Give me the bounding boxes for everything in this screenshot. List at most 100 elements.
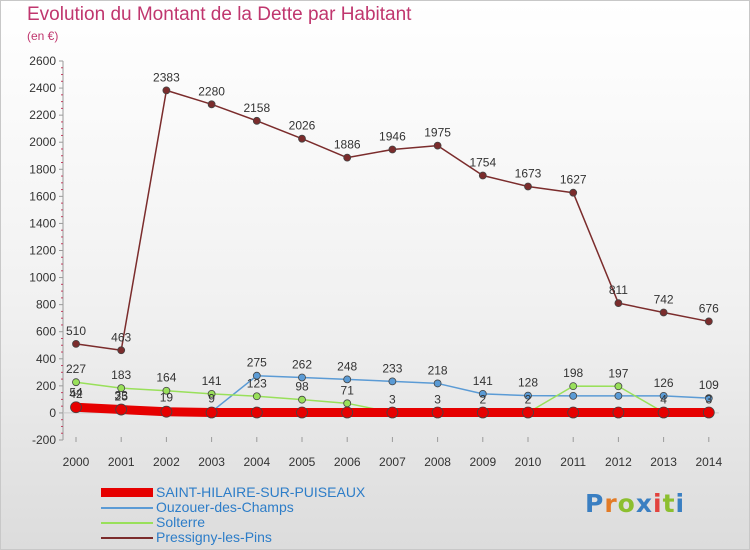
data-label: 3 [389, 393, 396, 407]
y-tick-label: 2200 [29, 108, 56, 122]
data-label: 275 [247, 356, 267, 370]
logo-letter: P [585, 489, 605, 518]
data-label: 218 [428, 363, 448, 377]
legend-label: SAINT-HILAIRE-SUR-PUISEAUX [156, 484, 366, 500]
data-label: 33 [115, 388, 129, 402]
logo-letter: t [662, 489, 676, 518]
data-label: 98 [295, 380, 309, 394]
data-label: 164 [156, 371, 176, 385]
y-tick-label: 1400 [29, 216, 56, 230]
legend-swatch [101, 522, 153, 524]
data-point [207, 100, 216, 109]
logo-letter: o [617, 489, 636, 518]
data-point [205, 406, 218, 419]
data-point [431, 406, 444, 419]
x-tick-label: 2010 [515, 455, 542, 469]
data-point [702, 406, 715, 419]
data-label: 510 [66, 324, 86, 338]
data-label: 742 [654, 292, 674, 306]
data-point [252, 371, 261, 380]
y-tick-label: 1800 [29, 162, 56, 176]
data-label: 1627 [560, 173, 587, 187]
proxiti-logo: Proxiti [585, 489, 695, 525]
data-label: 197 [608, 366, 628, 380]
data-point [657, 406, 670, 419]
x-tick-label: 2006 [334, 455, 361, 469]
data-point [569, 188, 578, 197]
y-tick-label: 1200 [29, 244, 56, 258]
data-point [476, 406, 489, 419]
data-label: 3 [705, 393, 712, 407]
data-label: 2 [525, 393, 532, 407]
data-label: 463 [111, 330, 131, 344]
legend-label: Pressigny-les-Pins [156, 529, 272, 545]
data-label: 2383 [153, 70, 180, 84]
data-point [70, 401, 82, 414]
data-label: 811 [609, 283, 628, 297]
data-point [343, 153, 352, 162]
data-point [298, 373, 306, 382]
data-label: 233 [382, 361, 402, 375]
x-tick-label: 2000 [63, 455, 90, 469]
data-point [478, 389, 487, 398]
x-tick-label: 2005 [289, 455, 316, 469]
x-tick-label: 2012 [605, 455, 632, 469]
data-label: 25 [115, 390, 129, 404]
data-label: 1946 [379, 130, 406, 144]
data-label: 2280 [198, 84, 225, 98]
data-point [341, 406, 354, 419]
logo-letter: i [653, 489, 663, 518]
data-point [296, 406, 308, 419]
data-point [115, 403, 128, 416]
data-label: 141 [202, 374, 222, 388]
data-label: 42 [69, 387, 83, 401]
data-label: 126 [654, 376, 674, 390]
data-label: 71 [341, 383, 355, 397]
data-point [569, 391, 578, 400]
y-tick-label: 800 [36, 298, 56, 312]
x-tick-label: 2009 [469, 455, 496, 469]
data-point [569, 382, 578, 391]
y-tick-label: 2000 [29, 135, 56, 149]
data-point [388, 145, 397, 154]
x-tick-label: 2007 [379, 455, 406, 469]
data-label: 227 [66, 362, 86, 376]
data-point [252, 392, 261, 401]
y-tick-label: 1600 [29, 189, 56, 203]
data-label: 109 [699, 378, 719, 392]
data-point [388, 377, 397, 386]
data-point [252, 116, 261, 125]
data-point [612, 406, 625, 419]
data-point [704, 394, 713, 403]
data-point [117, 346, 126, 355]
data-point [207, 389, 216, 398]
data-point [704, 317, 713, 326]
data-point [614, 391, 623, 400]
x-tick-label: 2004 [243, 455, 270, 469]
data-point [524, 182, 532, 191]
data-label: 248 [337, 359, 357, 373]
logo-letter: i [675, 489, 686, 518]
x-tick-label: 2011 [560, 455, 586, 469]
data-point [524, 391, 532, 400]
data-label: 2026 [289, 119, 316, 133]
data-label: 9 [208, 392, 215, 406]
data-point [160, 405, 173, 418]
x-tick-label: 2002 [153, 455, 180, 469]
data-point [614, 382, 623, 391]
data-point [298, 395, 306, 404]
data-label: 183 [111, 368, 131, 382]
y-tick-label: 0 [49, 406, 56, 420]
legend-label: Solterre [156, 514, 206, 530]
y-tick-label: 1000 [29, 271, 56, 285]
legend-swatch [101, 537, 153, 539]
y-tick-label: 2600 [29, 54, 56, 68]
data-label: 123 [247, 376, 267, 390]
data-point [659, 391, 668, 400]
chart-title: Evolution du Montant de la Dette par Hab… [27, 4, 412, 25]
y-tick-label: 400 [36, 352, 56, 366]
legend-label: Ouzouer-des-Champs [156, 499, 294, 515]
data-label: 19 [160, 390, 174, 404]
